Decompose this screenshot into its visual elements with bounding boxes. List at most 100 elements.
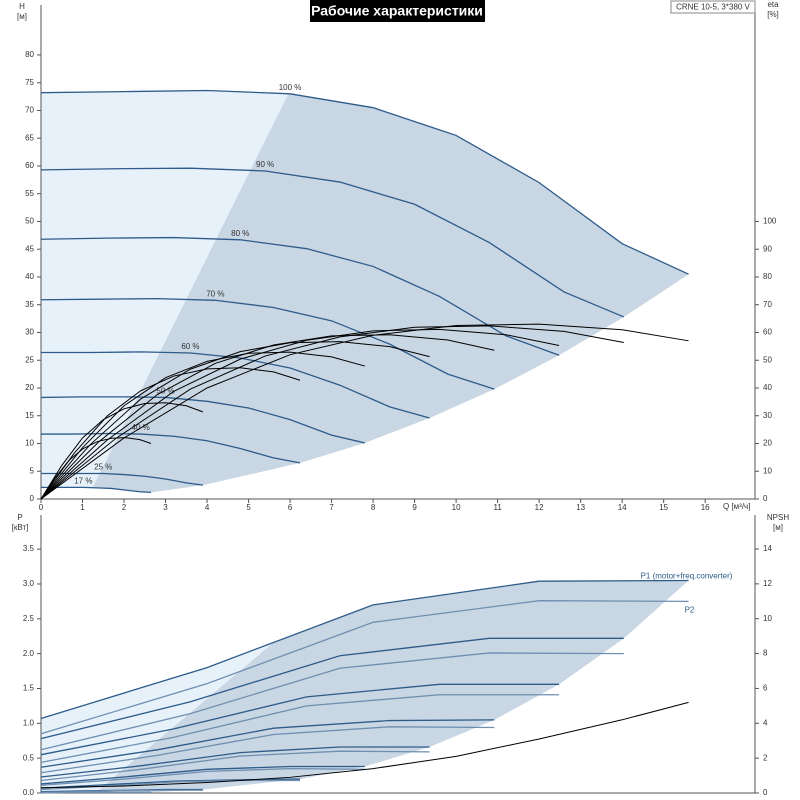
y-tick-label: 20 [25,383,34,392]
curve [40,750,430,782]
model-label: CRNE 10-5, 3*380 V [676,3,750,12]
curve-label: 80 % [231,229,249,238]
y-axis-unit: [кВт] [12,523,29,532]
x-tick-label: 1 [80,503,85,512]
curve [40,236,560,356]
y-tick-label: 0 [30,494,35,503]
y-tick-label: 1.5 [23,684,35,693]
x-tick-label: 12 [535,503,544,512]
y-axis-unit: [м] [17,12,27,21]
curve [40,683,560,756]
y-tick-label: 60 [25,161,34,170]
curve [40,579,689,720]
y-tick-label: 65 [25,133,34,142]
y-tick-label: 30 [25,328,34,337]
curve [41,472,203,486]
y-tick-label: 3.5 [23,544,35,553]
curve [40,791,152,794]
x-tick-label: 4 [205,503,210,512]
y2-tick-label: 2 [763,753,768,762]
envelope-dark [95,580,689,793]
secondary-curve [40,328,560,500]
secondary-curve [40,325,624,500]
y2-tick-label: 60 [763,328,772,337]
chart-title: Рабочие характеристики [311,3,483,19]
curve-label: 17 % [74,476,92,485]
y2-tick-label: 14 [763,544,772,553]
y2-tick-label: 100 [763,217,777,226]
curve-label: 50 % [156,387,174,396]
y-tick-label: 45 [25,244,34,253]
curve-label: 90 % [256,160,274,169]
title-box [310,0,485,22]
x-tick-label: 13 [576,503,585,512]
curve-label: P2 [685,606,695,615]
y2-tick-label: 20 [763,439,772,448]
curve [40,297,495,390]
curve [40,767,365,786]
curve-label: 60 % [181,342,199,351]
curve [40,396,365,444]
curve-label: 70 % [206,289,224,298]
x-tick-label: 7 [329,503,334,512]
secondary-curve [40,341,430,500]
curve [40,719,495,768]
curve-label: 25 % [94,463,112,472]
y-tick-label: 55 [25,189,34,198]
y-tick-label: 2.5 [23,614,35,623]
secondary-curve [40,437,152,500]
x-tick-label: 14 [618,503,627,512]
y2-tick-label: 10 [763,466,772,475]
y-tick-label: 15 [25,411,34,420]
y-tick-label: 10 [25,439,34,448]
secondary-curve [40,402,204,500]
curve [41,432,301,464]
y-tick-label: 0.5 [23,753,35,762]
y2-tick-label: 6 [763,684,768,693]
y2-tick-label: 70 [763,300,772,309]
curve [40,89,689,275]
curve [40,652,624,751]
secondary-curve [40,701,689,789]
y-tick-label: 0.0 [23,788,35,797]
y-axis-label: P [17,513,22,522]
x-tick-label: 11 [493,503,502,512]
curve [40,167,625,318]
y2-tick-label: 50 [763,355,772,364]
curve [40,694,560,763]
curve-label: P1 (motor+freq.converter) [641,572,733,581]
y-tick-label: 75 [25,78,34,87]
secondary-curve [40,367,301,500]
y2-axis-label: eta [767,0,779,9]
curve [40,637,624,740]
x-tick-label: 2 [122,503,127,512]
curve [41,351,430,419]
x-tick-label: 5 [246,503,251,512]
y2-axis-unit: [м] [773,523,783,532]
y2-tick-label: 0 [763,788,768,797]
y2-tick-label: 90 [763,244,772,253]
secondary-curve [40,351,365,500]
y-tick-label: 1.0 [23,718,35,727]
y2-axis-unit: [%] [767,10,779,19]
curve-label: 100 % [279,83,302,92]
y-tick-label: 50 [25,217,34,226]
y2-tick-label: 0 [763,494,768,503]
secondary-curve [40,334,495,500]
y2-tick-label: 30 [763,411,772,420]
x-tick-label: 0 [39,503,44,512]
y-tick-label: 80 [25,50,34,59]
y2-tick-label: 8 [763,649,768,658]
y2-tick-label: 40 [763,383,772,392]
y2-tick-label: 10 [763,614,772,623]
y-tick-label: 2.0 [23,649,35,658]
y-tick-label: 70 [25,106,34,115]
curve [40,600,689,735]
y2-tick-label: 4 [763,718,768,727]
curve [40,746,430,778]
y-axis-label: H [19,2,25,11]
x-tick-label: 3 [163,503,168,512]
x-tick-label: 16 [701,503,710,512]
curve [40,765,365,785]
